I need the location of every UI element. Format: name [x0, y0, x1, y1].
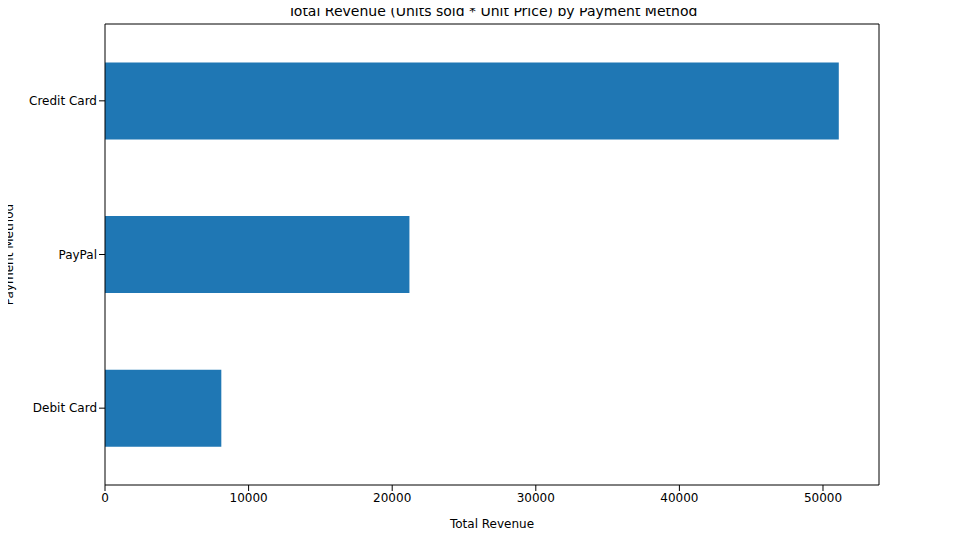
svg-text:30000: 30000: [517, 491, 555, 505]
svg-text:50000: 50000: [804, 491, 842, 505]
svg-text:40000: 40000: [660, 491, 698, 505]
svg-text:Total Revenue: Total Revenue: [449, 517, 534, 531]
html-text:Total Revenue (Units sold * Un: Total Revenue (Units sold * Unit Price) …: [287, 3, 698, 19]
svg-text:20000: 20000: [373, 491, 411, 505]
svg-text:0: 0: [101, 491, 109, 505]
svg-text:Credit Card: Credit Card: [29, 94, 97, 108]
svg-text:PayPal: PayPal: [58, 248, 97, 262]
svg-text:10000: 10000: [230, 491, 268, 505]
svg-text:Debit Card: Debit Card: [33, 401, 97, 415]
svg-text:Payment Method: Payment Method: [8, 204, 16, 305]
